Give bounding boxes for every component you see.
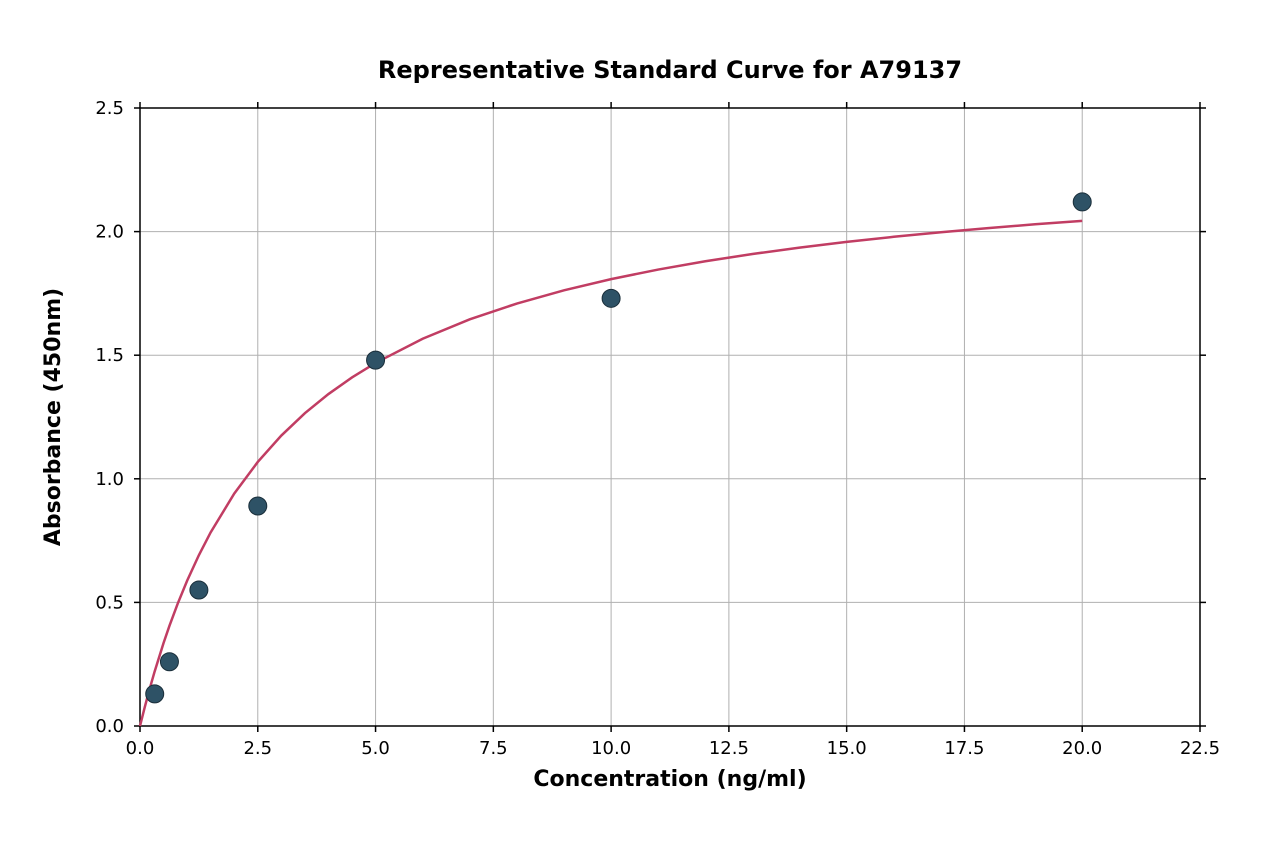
x-tick-label: 20.0 [1062,738,1102,759]
data-point [190,581,208,599]
data-point [1073,193,1091,211]
x-tick-labels: 0.0 2.5 5.0 7.5 10.0 12.5 15.0 17.5 20.0 22.5 [126,738,1220,759]
y-tick-label: 1.0 [95,469,124,490]
chart-title: Representative Standard Curve for A79137 [378,56,962,84]
data-point [160,653,178,671]
x-tick-label: 2.5 [243,738,272,759]
x-tick-label: 17.5 [944,738,984,759]
y-tick-label: 2.5 [95,98,124,119]
y-tick-label: 0.0 [95,716,124,737]
y-tick-label: 0.5 [95,592,124,613]
plot-background [140,108,1200,726]
data-point [249,497,267,515]
x-tick-label: 7.5 [479,738,508,759]
chart-container: 0.0 2.5 5.0 7.5 10.0 12.5 15.0 17.5 20.0 22.5 0.0… [0,0,1280,845]
x-tick-label: 15.0 [827,738,867,759]
x-tick-label: 5.0 [361,738,390,759]
y-axis-label: Absorbance (450nm) [41,288,66,546]
x-tick-label: 12.5 [709,738,749,759]
data-point [146,685,164,703]
data-point [367,351,385,369]
x-tick-label: 0.0 [126,738,155,759]
y-tick-labels: 0.0 0.5 1.0 1.5 2.0 2.5 [95,98,124,737]
chart-svg: 0.0 2.5 5.0 7.5 10.0 12.5 15.0 17.5 20.0 22.5 0.0… [0,0,1280,845]
x-tick-label: 22.5 [1180,738,1220,759]
data-point [602,289,620,307]
x-tick-label: 10.0 [591,738,631,759]
y-tick-label: 2.0 [95,222,124,243]
y-tick-label: 1.5 [95,345,124,366]
x-axis-label: Concentration (ng/ml) [533,767,806,792]
